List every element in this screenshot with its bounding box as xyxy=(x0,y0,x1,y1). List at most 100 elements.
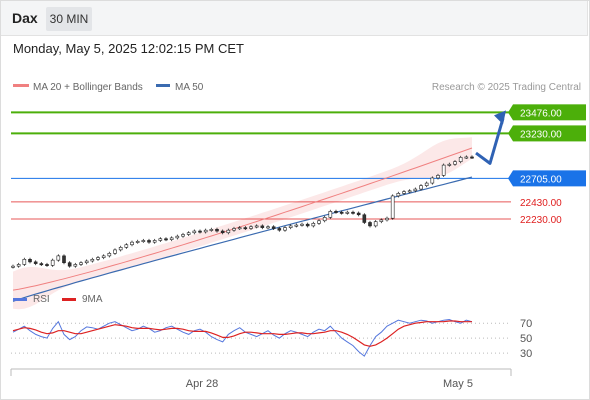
level-label-support: 22230.00 xyxy=(520,215,562,226)
candle-body xyxy=(447,163,452,166)
candle-body xyxy=(39,263,44,266)
candle-body xyxy=(266,226,270,229)
level-tags: 23476.00 23230.00 22705.00 22430.00 22230.00 xyxy=(508,104,586,226)
candle-body xyxy=(141,240,146,242)
bollinger-band-fill xyxy=(13,137,472,310)
candle-body xyxy=(288,225,293,228)
candle-body xyxy=(101,255,106,258)
candle-body xyxy=(22,259,27,265)
rsi-tick-label: 70 xyxy=(520,318,532,330)
candle-body xyxy=(436,175,440,179)
candle-body xyxy=(198,230,202,233)
candle-body xyxy=(379,219,384,222)
candle-body xyxy=(56,255,61,261)
candle-body xyxy=(334,211,338,213)
candle-body xyxy=(232,228,236,231)
candle-body xyxy=(419,185,423,190)
candle-body xyxy=(339,211,344,214)
candle-body xyxy=(396,193,401,197)
candle-body xyxy=(158,238,163,241)
rsi-ma-line xyxy=(12,320,472,347)
candle-body xyxy=(345,211,350,214)
candle-body xyxy=(113,249,117,254)
candle-body xyxy=(317,220,321,224)
candle-body xyxy=(62,255,66,264)
candle-body xyxy=(209,229,214,231)
candle-body xyxy=(351,211,355,214)
candle-body xyxy=(124,244,129,248)
candle-body xyxy=(181,234,185,237)
chart-header: Dax 30 MIN xyxy=(0,0,588,36)
candle-body xyxy=(254,225,259,228)
candle-body xyxy=(11,265,15,268)
projection-arrowhead xyxy=(494,110,506,125)
candle-body xyxy=(192,230,197,234)
level-tag-label-pivot: 23230.00 xyxy=(520,129,562,140)
chart-datetime: Monday, May 5, 2025 12:02:15 PM CET xyxy=(13,41,244,56)
level-tag-current xyxy=(513,170,586,187)
candle-body xyxy=(164,238,168,241)
candle-body xyxy=(390,195,395,219)
level-tag-pointer-current xyxy=(508,170,513,187)
candle-body xyxy=(96,257,100,260)
projection-arrow xyxy=(475,110,506,165)
rsi-ma-legend-swatch xyxy=(62,298,76,301)
candle-body xyxy=(328,211,333,218)
rsi-tick-label: 30 xyxy=(520,348,532,360)
instrument-name: Dax xyxy=(12,10,38,26)
copyright-text: Research © 2025 Trading Central xyxy=(432,82,581,93)
candle-body xyxy=(28,259,32,263)
bollinger-bands xyxy=(13,137,472,310)
candle-body xyxy=(356,212,361,216)
ma50-legend-label: MA 50 xyxy=(175,82,204,93)
rsi-legend-swatch xyxy=(13,298,27,301)
candle-body xyxy=(169,237,174,240)
candle-body xyxy=(464,156,469,159)
rsi-ma-legend-label: 9MA xyxy=(82,294,103,305)
candle-body xyxy=(385,217,389,221)
candle-body xyxy=(413,188,418,192)
candle-body xyxy=(226,229,231,234)
candle-body xyxy=(294,224,299,227)
candle-body xyxy=(277,228,282,231)
candle-body xyxy=(237,227,242,230)
candle-body xyxy=(470,156,474,159)
candle-body xyxy=(305,223,310,227)
candle-body xyxy=(311,223,316,227)
level-tag-pointer-pivot xyxy=(508,125,513,142)
candle-body xyxy=(79,262,83,265)
level-tag-resistance xyxy=(513,104,586,121)
moving-averages xyxy=(12,147,473,302)
candle-body xyxy=(453,161,457,165)
bollinger-legend-label: MA 20 + Bollinger Bands xyxy=(33,82,143,93)
candle-body xyxy=(402,191,406,194)
level-tag-pointer-resistance xyxy=(508,104,513,121)
candle-body xyxy=(175,235,180,239)
candle-body xyxy=(67,262,72,267)
candle-body xyxy=(368,222,372,227)
candle-body xyxy=(271,226,276,229)
ma50-line xyxy=(12,176,473,302)
rsi-legend-label: RSI xyxy=(33,294,50,305)
candle-body xyxy=(430,177,435,184)
candle-body xyxy=(84,260,89,264)
ma20-line xyxy=(12,147,473,291)
candle-body xyxy=(322,217,327,222)
candle-body xyxy=(203,229,208,233)
candle-body xyxy=(147,240,151,243)
candle-body xyxy=(220,230,225,234)
rsi-line xyxy=(12,318,473,357)
candle-body xyxy=(373,221,378,227)
candle-body xyxy=(45,264,49,266)
level-tag-label-current: 22705.00 xyxy=(520,174,562,185)
timeframe-button[interactable]: 30 MIN xyxy=(46,7,92,31)
x-tick-may5: May 5 xyxy=(443,378,473,390)
level-tag-label-resistance: 23476.00 xyxy=(520,108,562,119)
candlesticks xyxy=(11,155,474,269)
candle-body xyxy=(441,164,446,176)
bollinger-legend-swatch xyxy=(13,84,29,87)
x-tick-apr28: Apr 28 xyxy=(186,378,218,390)
candle-body xyxy=(186,232,191,235)
candle-body xyxy=(362,214,367,223)
